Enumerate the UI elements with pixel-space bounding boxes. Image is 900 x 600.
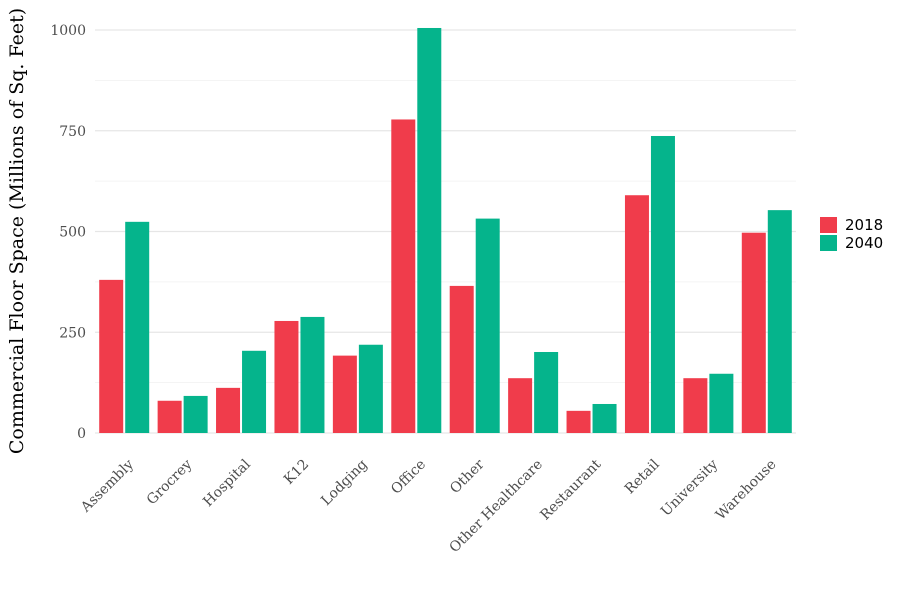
bar-2040-k12 bbox=[300, 316, 325, 433]
bar-2040-lodging bbox=[358, 344, 383, 433]
bar-2040-retail bbox=[650, 135, 675, 433]
y-tick-label: 750 bbox=[59, 124, 86, 140]
y-tick-label: 1000 bbox=[50, 23, 86, 39]
y-axis-ticks: 0 250 500 750 1000 bbox=[50, 23, 86, 442]
legend-swatch-2018 bbox=[820, 217, 837, 233]
bar-2040-grocrey bbox=[183, 395, 208, 433]
bar-2040-warehouse bbox=[767, 210, 792, 433]
x-tick-label: Office bbox=[388, 457, 429, 498]
bar-2018-grocrey bbox=[157, 400, 182, 433]
bar-2040-office bbox=[417, 27, 442, 434]
x-tick-label: Hospital bbox=[200, 456, 254, 510]
x-tick-label: Warehouse bbox=[713, 457, 780, 524]
bar-2040-university bbox=[709, 373, 734, 433]
bar-2018-university bbox=[683, 378, 708, 433]
legend-swatch-2040 bbox=[820, 235, 837, 251]
bar-2018-lodging bbox=[332, 355, 357, 433]
x-tick-label: Restaurant bbox=[537, 456, 604, 523]
x-tick-label: Retail bbox=[622, 456, 663, 497]
bar-2040-other-healthcare bbox=[534, 351, 559, 433]
bar-2018-other bbox=[449, 285, 474, 433]
y-axis-title: Commercial Floor Space (Millions of Sq. … bbox=[6, 8, 28, 454]
bar-2040-other bbox=[475, 218, 500, 433]
bar-2018-k12 bbox=[274, 320, 299, 433]
bar-2018-warehouse bbox=[741, 232, 766, 433]
bar-2018-restaurant bbox=[566, 410, 591, 433]
y-tick-label: 250 bbox=[59, 325, 86, 341]
x-tick-label: Grocrey bbox=[144, 456, 196, 508]
x-tick-label: University bbox=[658, 456, 721, 519]
legend-label-2040: 2040 bbox=[845, 234, 883, 252]
bars bbox=[99, 27, 792, 434]
bar-2040-restaurant bbox=[592, 403, 617, 433]
y-tick-label: 500 bbox=[59, 225, 86, 241]
bar-2018-office bbox=[391, 119, 416, 433]
bar-2018-retail bbox=[624, 195, 649, 433]
bar-2018-assembly bbox=[99, 279, 124, 433]
x-tick-label: K12 bbox=[281, 457, 312, 488]
bar-2040-assembly bbox=[125, 221, 150, 433]
x-axis-ticks: Assembly Grocrey Hospital K12 Lodging Office O… bbox=[77, 456, 779, 556]
bar-2040-hospital bbox=[242, 350, 267, 433]
legend-label-2018: 2018 bbox=[845, 216, 883, 234]
bar-2018-hospital bbox=[216, 387, 241, 433]
gridlines bbox=[95, 29, 796, 434]
x-tick-label: Lodging bbox=[318, 456, 370, 508]
x-tick-label: Other bbox=[447, 456, 488, 497]
x-tick-label: Assembly bbox=[77, 456, 137, 516]
y-tick-label: 0 bbox=[77, 426, 86, 442]
bar-2018-other-healthcare bbox=[508, 378, 533, 433]
